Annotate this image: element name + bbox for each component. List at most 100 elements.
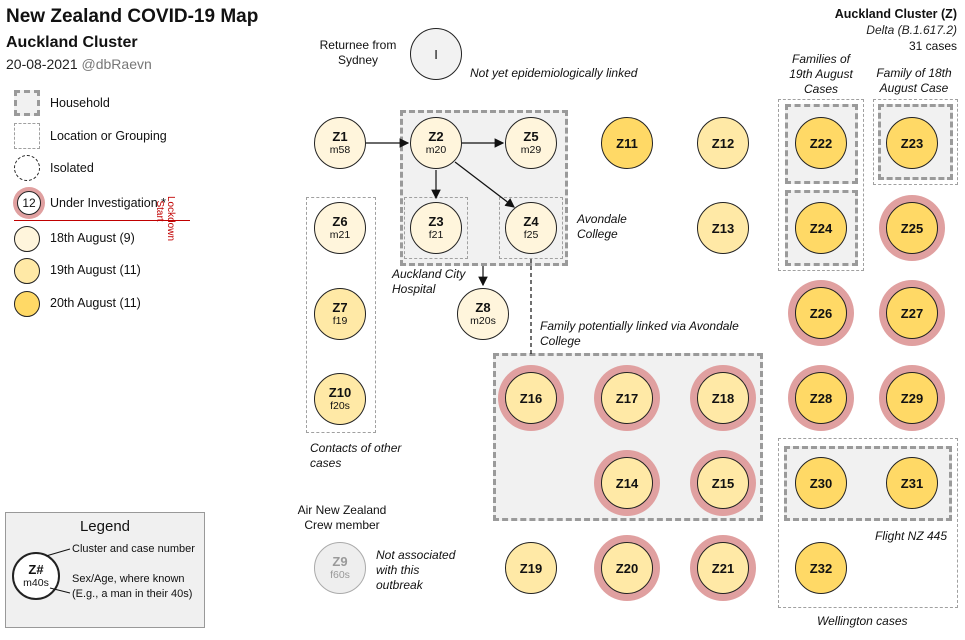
node-z14: Z14 xyxy=(601,457,653,509)
node-id: Z19 xyxy=(519,560,543,576)
key-aug19-label: 19th August (11) xyxy=(50,263,141,277)
location-wellington xyxy=(778,438,958,608)
edge-z2-z4 xyxy=(454,161,515,208)
node-id: Z30 xyxy=(809,475,833,491)
key-aug20-swatch xyxy=(14,291,40,317)
node-z16: Z16 xyxy=(505,372,557,424)
location-family-18th xyxy=(873,99,958,185)
node-id: Z15 xyxy=(711,475,735,491)
not-linked-label: Not yet epidemiologically linked xyxy=(470,66,638,80)
avondale-label: Avondale College xyxy=(577,212,627,241)
node-id: Z5 xyxy=(523,129,539,144)
node-id: Z25 xyxy=(900,220,924,236)
flight-label: Flight NZ 445 xyxy=(875,529,948,543)
node-age: m29 xyxy=(520,144,542,156)
node-z24: Z24 xyxy=(795,202,847,254)
node-z25: Z25 xyxy=(886,202,938,254)
node-age: m20 xyxy=(425,144,447,156)
node-z3: Z3 f21 xyxy=(410,202,462,254)
node-z15: Z15 xyxy=(697,457,749,509)
returnee-label: Returnee from Sydney xyxy=(319,38,397,67)
node-id: Z6 xyxy=(332,214,348,229)
node-z21: Z21 xyxy=(697,542,749,594)
key-household-label: Household xyxy=(50,96,110,110)
node-z26: Z26 xyxy=(795,287,847,339)
node-id: Z7 xyxy=(332,300,348,315)
cluster-info: Auckland Cluster (Z) Delta (B.1.617.2) 3… xyxy=(835,6,957,54)
key-isolated-label: Isolated xyxy=(50,161,94,175)
wellington-label: Wellington cases xyxy=(817,614,908,628)
key-aug20-label: 20th August (11) xyxy=(50,296,141,310)
legend-cluster-case: Cluster and case number xyxy=(72,543,195,555)
node-id: Z9 xyxy=(332,554,348,569)
node-id: Z24 xyxy=(809,220,833,236)
node-z11: Z11 xyxy=(601,117,653,169)
node-age: m58 xyxy=(329,144,351,156)
node-z10: Z10 f20s xyxy=(314,373,366,425)
date-line: 20-08-2021 @dbRaevn xyxy=(6,56,152,72)
family-18th-label: Family of 18th August Case xyxy=(876,66,952,95)
cluster-case-count: 31 cases xyxy=(908,39,957,53)
node-returnee-id: I xyxy=(434,46,438,62)
key-location-swatch xyxy=(14,123,40,149)
node-id: Z31 xyxy=(900,475,924,491)
author-handle: @dbRaevn xyxy=(81,56,152,72)
family-linked-label: Family potentially linked via Avondale C… xyxy=(540,319,739,348)
node-age: f21 xyxy=(428,229,444,241)
node-z8: Z8 m20s xyxy=(457,288,509,340)
node-id: Z21 xyxy=(711,560,735,576)
node-z1: Z1 m58 xyxy=(314,117,366,169)
page-title: New Zealand COVID-19 Map xyxy=(6,6,259,27)
node-z2: Z2 m20 xyxy=(410,117,462,169)
node-id: Z11 xyxy=(616,135,638,151)
key-aug19-swatch xyxy=(14,258,40,284)
node-returnee: I xyxy=(410,28,462,80)
key-aug18-label: 18th August (9) xyxy=(50,231,135,245)
node-z31: Z31 xyxy=(886,457,938,509)
legend-node-id: Z# xyxy=(28,562,44,577)
node-z19: Z19 xyxy=(505,542,557,594)
legend-example: (E.g., a man in their 40s) xyxy=(72,588,193,600)
key-location-label: Location or Grouping xyxy=(50,129,167,143)
node-z29: Z29 xyxy=(886,372,938,424)
node-age: m20s xyxy=(470,315,496,327)
lockdown-line xyxy=(14,220,190,221)
node-id: Z16 xyxy=(519,390,543,406)
node-z22: Z22 xyxy=(795,117,847,169)
hospital-label: Auckland City Hospital xyxy=(392,267,466,296)
page-subtitle: Auckland Cluster xyxy=(6,34,138,51)
key-aug18-swatch xyxy=(14,226,40,252)
node-id: Z29 xyxy=(900,390,924,406)
node-id: Z8 xyxy=(475,300,491,315)
node-id: Z23 xyxy=(900,135,924,151)
node-z28: Z28 xyxy=(795,372,847,424)
node-z6: Z6 m21 xyxy=(314,202,366,254)
families-19th-label: Families of 19th August Cases xyxy=(789,52,853,96)
location-contacts xyxy=(306,197,376,433)
legend-node: Z# m40s xyxy=(12,552,60,600)
node-z5: Z5 m29 xyxy=(505,117,557,169)
node-age: f25 xyxy=(523,229,539,241)
node-id: Z3 xyxy=(428,214,444,229)
node-id: Z4 xyxy=(523,214,539,229)
node-id: Z28 xyxy=(809,390,833,406)
node-id: Z27 xyxy=(900,305,924,321)
node-id: Z2 xyxy=(428,129,444,144)
node-id: Z22 xyxy=(809,135,833,151)
contacts-label: Contacts of other cases xyxy=(310,441,402,470)
node-id: Z18 xyxy=(711,390,735,406)
node-age: f19 xyxy=(332,315,348,327)
node-id: Z13 xyxy=(711,220,735,236)
node-z9: Z9 f60s xyxy=(314,542,366,594)
node-id: Z10 xyxy=(328,385,352,400)
node-age: f60s xyxy=(330,569,350,581)
node-z30: Z30 xyxy=(795,457,847,509)
node-id: Z12 xyxy=(711,135,735,151)
key-investigation-swatch: 12 xyxy=(17,191,41,215)
node-z12: Z12 xyxy=(697,117,749,169)
location-families-19th xyxy=(778,99,864,271)
node-age: m21 xyxy=(329,229,351,241)
key-investigation-label: Under Investigation * xyxy=(50,196,167,210)
